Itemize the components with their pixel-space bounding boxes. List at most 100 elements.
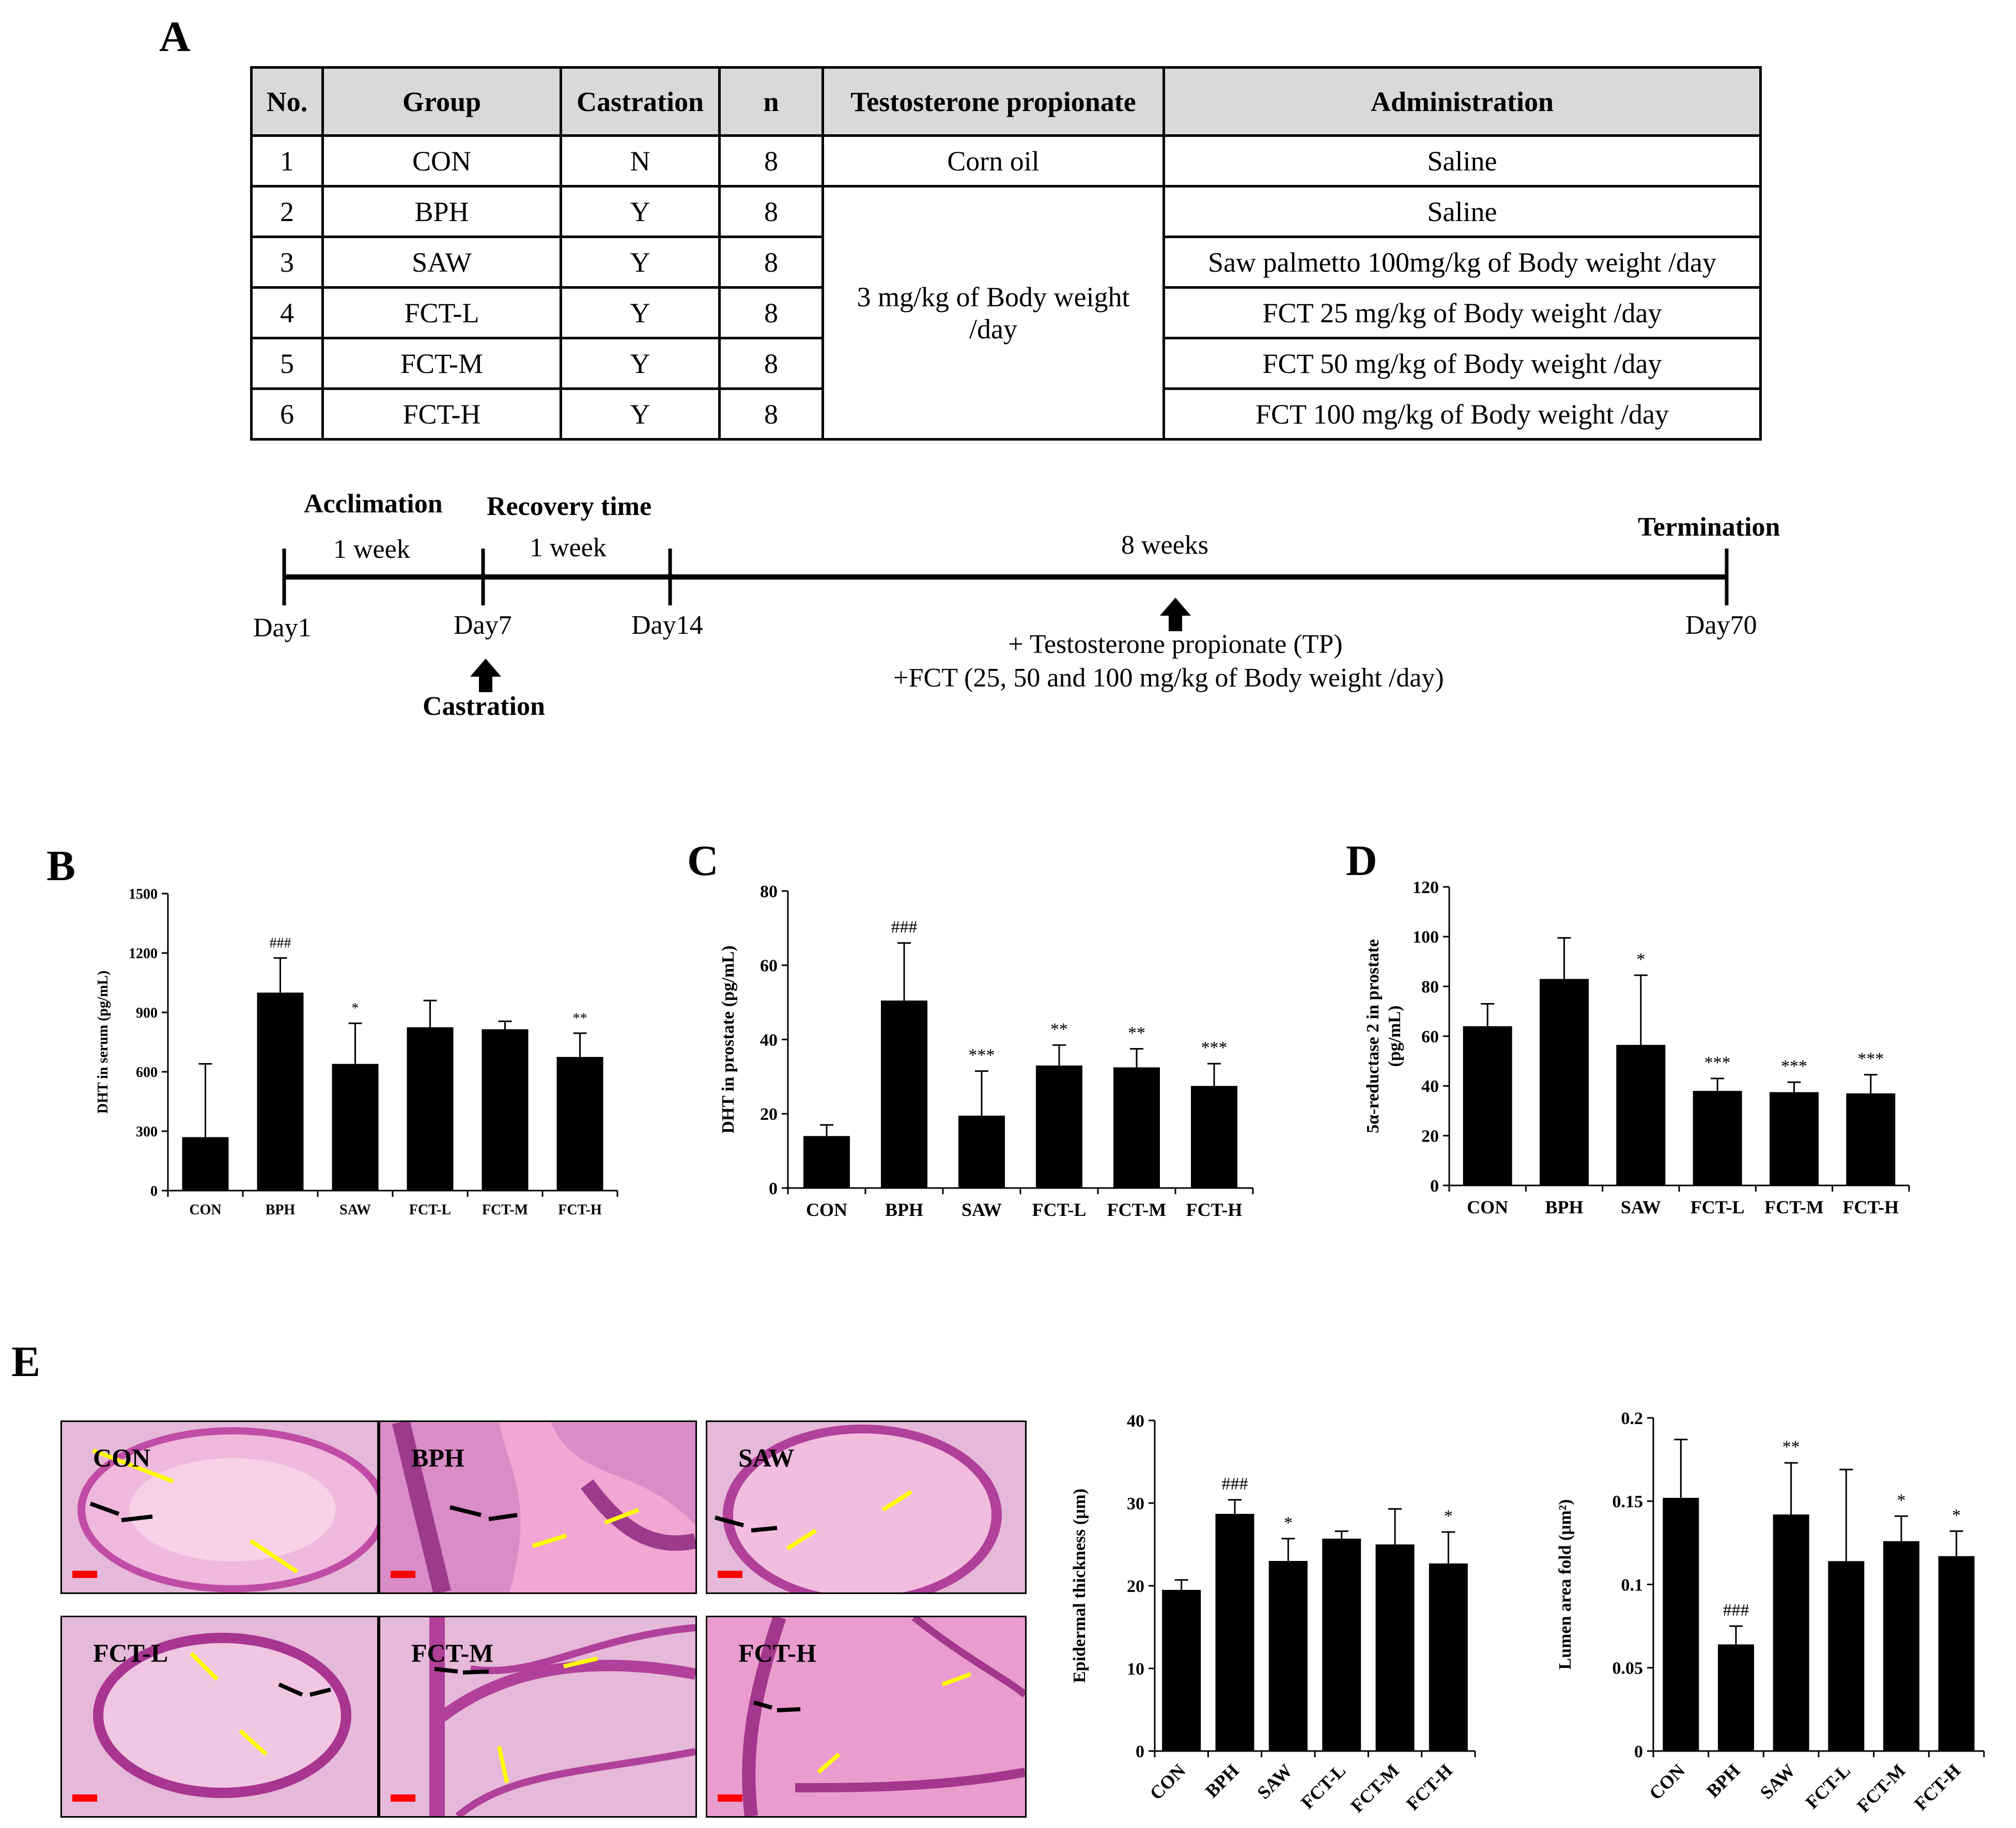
cell-castration: Y <box>560 387 721 441</box>
significance-label: * <box>1952 1506 1961 1525</box>
bar <box>1036 1065 1082 1188</box>
panel-letter-d: D <box>1346 837 1377 885</box>
bar <box>1693 1090 1742 1185</box>
y-tick-label: 120 <box>1413 878 1439 897</box>
bar <box>1828 1561 1865 1751</box>
bar <box>1322 1538 1361 1751</box>
chart-5ar2-prostate: 0 20 40 60 80 100 120 CON BPH * SAW *** FCT-L *** FCT-… <box>1363 878 1910 1217</box>
x-tick-label: FCT-H <box>1842 1197 1899 1217</box>
significance-label: *** <box>1857 1050 1884 1069</box>
bar <box>556 1057 603 1191</box>
bar <box>1268 1561 1308 1751</box>
bar <box>1429 1563 1468 1751</box>
histology-image-fct-m: FCT-M <box>379 1616 697 1818</box>
scale-bar <box>718 1794 742 1802</box>
bar <box>1846 1093 1896 1185</box>
x-tick-label: CON <box>1467 1197 1508 1217</box>
x-tick-label: FCT-L <box>1691 1197 1745 1217</box>
significance-label: ** <box>573 1010 587 1026</box>
cell-castration: Y <box>560 286 721 339</box>
histology-image-saw: SAW <box>706 1420 1027 1594</box>
x-tick-label: SAW <box>962 1199 1002 1220</box>
bar <box>1773 1514 1809 1751</box>
table-row: 6 FCT-H Y 8 FCT 100 mg/kg of Body weight… <box>250 387 1762 441</box>
castration-arrow-icon <box>470 659 501 692</box>
cell-admin: FCT 50 mg/kg of Body weight /day <box>1162 337 1762 390</box>
significance-label: ### <box>891 918 918 937</box>
x-tick-label: FCT-M <box>1764 1197 1824 1217</box>
y-axis-label-units: (pg/mL) <box>1385 1006 1404 1067</box>
cell-group: FCT-M <box>321 337 562 390</box>
histology-image-con: CON <box>60 1420 379 1594</box>
panel-letter-a: A <box>159 13 191 61</box>
y-tick-label: 900 <box>136 1005 158 1021</box>
table-row: 4 FCT-L Y 8 FCT 25 mg/kg of Body weight … <box>250 286 1762 339</box>
table-row: 3 SAW Y 8 Saw palmetto 100mg/kg of Body … <box>250 236 1762 289</box>
bar <box>1540 979 1589 1185</box>
x-tick-label: SAW <box>1253 1760 1296 1803</box>
histology-label-bph: BPH <box>411 1443 464 1472</box>
bar <box>257 992 304 1191</box>
cell-group: FCT-H <box>321 387 562 441</box>
cell-castration: Y <box>560 236 721 289</box>
bar <box>482 1029 529 1191</box>
cell-n: 8 <box>718 387 824 441</box>
significance-label: * <box>352 1001 359 1017</box>
y-tick-label: 300 <box>136 1124 158 1140</box>
timeline-recovery: Recovery time <box>487 492 652 521</box>
x-tick-label: FCT-L <box>1802 1760 1854 1813</box>
y-axis-label: 5α-reductase 2 in prostate <box>1363 939 1383 1133</box>
cell-castration: Y <box>560 337 721 390</box>
y-tick-label: 20 <box>1127 1577 1144 1596</box>
x-tick-label: SAW <box>1621 1197 1661 1217</box>
timeline-castration: Castration <box>423 692 545 721</box>
cell-admin: FCT 100 mg/kg of Body weight /day <box>1162 387 1762 441</box>
y-tick-label: 1500 <box>129 886 158 902</box>
bar <box>1215 1513 1254 1751</box>
x-tick-label: FCT-H <box>1402 1760 1456 1814</box>
histology-label-con: CON <box>93 1443 151 1472</box>
table-row: 2 BPH Y 8 3 mg/kg of Body weight /day Sa… <box>250 185 1762 441</box>
table-row: 5 FCT-M Y 8 FCT 50 mg/kg of Body weight … <box>250 337 1762 390</box>
x-tick-label: BPH <box>1201 1760 1243 1802</box>
bar <box>1770 1092 1819 1185</box>
timeline-recovery-duration: 1 week <box>530 533 607 563</box>
y-tick-label: 60 <box>1421 1027 1439 1046</box>
chart-lumen-area: 0 0.05 0.1 0.15 0.2 CON ### BPH ** SAW FCT-L * FCT-M… <box>1556 1409 1985 1817</box>
significance-label: ### <box>270 935 291 951</box>
significance-label: ### <box>1723 1601 1749 1620</box>
histology-tissue-fct-m <box>380 1617 695 1816</box>
scale-bar <box>391 1571 415 1578</box>
header-administration: Administration <box>1162 66 1762 137</box>
histology-image-fct-l: FCT-L <box>60 1616 379 1818</box>
bar <box>803 1136 850 1188</box>
study-design-table: No. Group Castration n Testosterone prop… <box>250 66 1762 441</box>
significance-label: *** <box>1704 1053 1731 1072</box>
timeline-day1: Day1 <box>253 613 312 643</box>
histology-image-fct-h: FCT-H <box>706 1616 1027 1818</box>
y-tick-label: 100 <box>1413 928 1439 947</box>
header-group: Group <box>321 66 562 137</box>
header-testosterone: Testosterone propionate <box>821 66 1165 137</box>
cell-n: 8 <box>718 337 824 390</box>
panel-letter-b: B <box>46 842 76 890</box>
cell-n: 8 <box>718 236 824 289</box>
table-row: 1 CON N 8 Corn oil Saline <box>250 134 1762 188</box>
x-tick-label: CON <box>1645 1760 1689 1804</box>
bar <box>1883 1541 1919 1751</box>
significance-label: ** <box>1050 1020 1068 1039</box>
timeline-treatment-duration: 8 weeks <box>1121 530 1208 560</box>
panel-letter-e: E <box>11 1338 41 1386</box>
y-tick-label: 0 <box>769 1179 778 1198</box>
timeline-acclimation: Acclimation <box>304 489 443 519</box>
timeline-graphic <box>282 549 1729 692</box>
panel-letter-c: C <box>687 837 719 885</box>
timeline-termination: Termination <box>1638 512 1780 542</box>
y-tick-label: 40 <box>760 1030 778 1050</box>
cell-castration: Y <box>560 185 721 238</box>
significance-label: ** <box>1782 1438 1800 1457</box>
x-tick-label: SAW <box>1756 1760 1799 1803</box>
bar <box>1938 1556 1975 1751</box>
histology-label-fct-m: FCT-M <box>411 1638 494 1667</box>
